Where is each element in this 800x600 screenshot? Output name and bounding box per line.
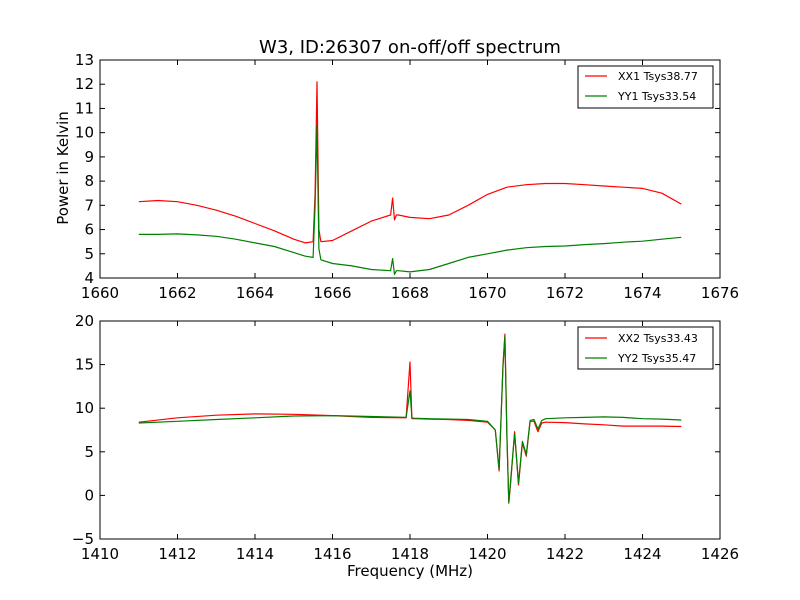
chart-top-ytick-label-3: 7 xyxy=(84,196,94,214)
chart-top-xtick-label-7: 1674 xyxy=(623,284,661,302)
chart-bottom-legend-label-2: YY2 Tsys35.47 xyxy=(617,352,696,365)
chart-top-title: W3, ID:26307 on-off/off spectrum xyxy=(259,37,561,58)
chart-top-xtick-label-1: 1662 xyxy=(158,284,196,302)
chart-top-ytick-label-6: 10 xyxy=(75,124,94,142)
chart-top-xtick-label-5: 1670 xyxy=(468,284,506,302)
chart-top-xtick-label-4: 1668 xyxy=(391,284,429,302)
chart-top-ytick-label-0: 4 xyxy=(84,269,94,287)
chart-bottom-ytick-label-0: −5 xyxy=(72,530,94,548)
chart-top-ytick-label-5: 9 xyxy=(84,148,94,166)
chart-bottom-ticks: 1410 1412 1414 1416 1418 1420 1422 1424 1426 −5 0 5… xyxy=(72,312,739,563)
chart-bottom-xtick-label-2: 1414 xyxy=(236,545,274,563)
chart-bottom-legend-label-1: XX2 Tsys33.43 xyxy=(618,332,698,345)
chart-top-ytick-label-1: 5 xyxy=(84,245,94,263)
chart-top-series-line-1 xyxy=(138,81,682,244)
chart-top-xtick-label-2: 1664 xyxy=(236,284,274,302)
chart-bottom-ytick-label-1: 0 xyxy=(84,486,94,504)
chart-bottom-xlabel: Frequency (MHz) xyxy=(347,562,473,580)
chart-top: W3, ID:26307 on-off/off spectrum Power i… xyxy=(54,37,739,302)
chart-bottom-ytick-label-3: 10 xyxy=(75,399,94,417)
chart-top-series-line-2 xyxy=(138,124,682,275)
chart-top-ylabel: Power in Kelvin xyxy=(54,111,72,225)
chart-top-legend-label-1: XX1 Tsys38.77 xyxy=(618,70,698,83)
chart-bottom-series-line-2 xyxy=(138,336,682,503)
chart-bottom-xtick-label-3: 1416 xyxy=(313,545,351,563)
chart-bottom-ytick-label-2: 5 xyxy=(84,443,94,461)
chart-bottom-series xyxy=(138,333,682,504)
chart-top-ytick-label-9: 13 xyxy=(75,51,94,69)
chart-bottom-xtick-label-5: 1420 xyxy=(468,545,506,563)
chart-bottom-legend-box xyxy=(577,326,714,370)
chart-top-ytick-label-4: 8 xyxy=(84,172,94,190)
chart-top-legend-box xyxy=(577,65,714,109)
chart-top-ytick-label-7: 11 xyxy=(75,99,94,117)
chart-bottom-xtick-label-4: 1418 xyxy=(391,545,429,563)
chart-bottom-xtick-label-6: 1422 xyxy=(546,545,584,563)
chart-bottom-xtick-label-8: 1426 xyxy=(701,545,739,563)
chart-top-ytick-label-2: 6 xyxy=(84,221,94,239)
chart-top-legend: XX1 Tsys38.77 YY1 Tsys33.54 xyxy=(577,65,714,109)
chart-top-series xyxy=(138,81,682,275)
chart-top-xtick-label-6: 1672 xyxy=(546,284,584,302)
chart-bottom-xtick-label-7: 1424 xyxy=(623,545,661,563)
chart-bottom: Frequency (MHz) 1410 1412 1414 1416 1418 1420… xyxy=(72,312,739,580)
chart-top-legend-label-2: YY1 Tsys33.54 xyxy=(617,90,696,103)
chart-top-xtick-label-0: 1660 xyxy=(81,284,119,302)
chart-bottom-ytick-label-4: 15 xyxy=(75,356,94,374)
chart-bottom-xtick-label-1: 1412 xyxy=(158,545,196,563)
chart-top-ytick-label-8: 12 xyxy=(75,75,94,93)
chart-bottom-ytick-label-5: 20 xyxy=(75,312,94,330)
chart-top-xtick-label-8: 1676 xyxy=(701,284,739,302)
chart-top-xtick-label-3: 1666 xyxy=(313,284,351,302)
chart-top-ticks: 1660 1662 1664 1666 1668 1670 1672 1674 1676 4 5 6 7… xyxy=(75,51,739,302)
chart-bottom-xtick-label-0: 1410 xyxy=(81,545,119,563)
chart-bottom-legend: XX2 Tsys33.43 YY2 Tsys35.47 xyxy=(577,326,714,370)
